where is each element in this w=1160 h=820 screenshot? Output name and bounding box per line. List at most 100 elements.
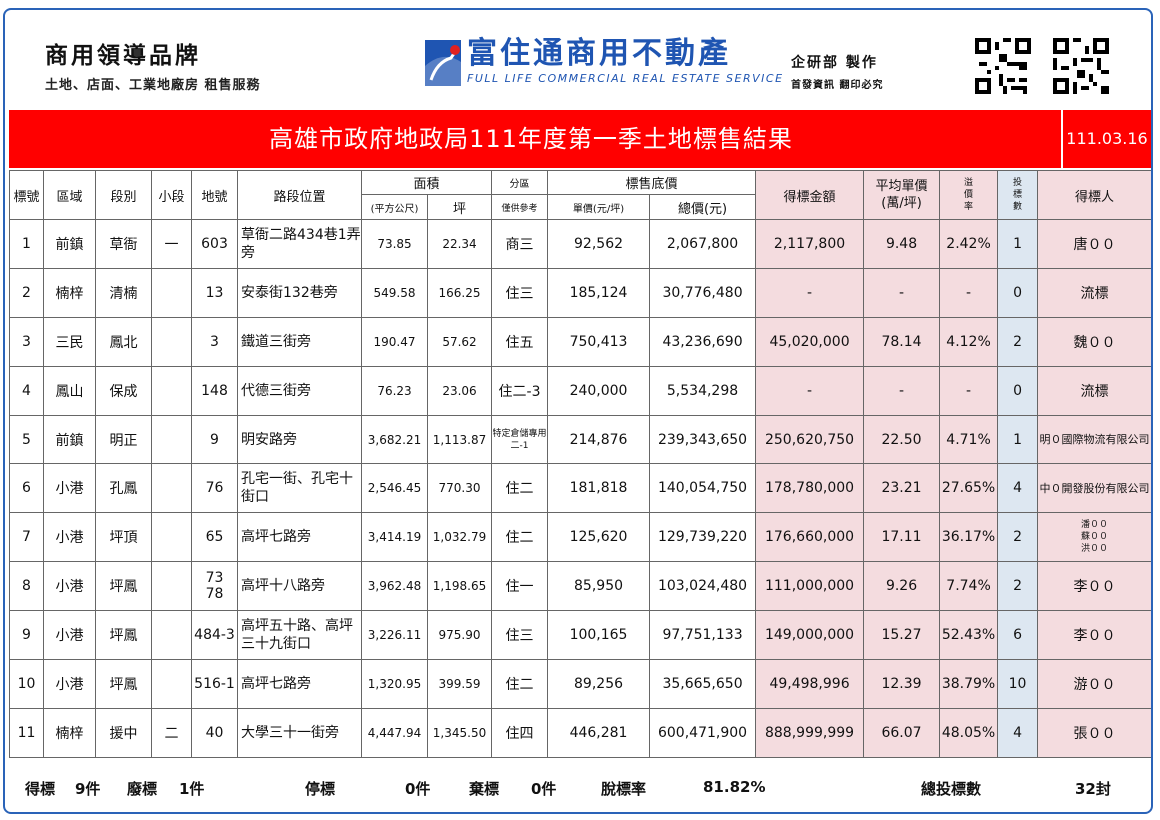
- cell-winner: 中０開發股份有限公司: [1037, 463, 1151, 514]
- cell-total-price: 5,534,298: [649, 365, 757, 416]
- cell-winning-amount: 176,660,000: [755, 512, 865, 563]
- cell-subsection: [151, 414, 192, 465]
- header-row-1: 標號 區域 段別 小段 地號 路段位置 面積 分區 標售底價 得標金額 平均單價…: [9, 170, 1151, 220]
- cell-avg-unit: 12.39: [863, 659, 941, 709]
- cell-district: 小港: [43, 561, 96, 612]
- cell-winner: 游００: [1037, 659, 1151, 709]
- document-frame: 商用領導品牌 土地、店面、工業地廠房 租售服務 富住通商用不動產 FULL LI…: [3, 8, 1153, 814]
- cell-lot: 73 78: [191, 561, 238, 612]
- page-title: 高雄市政府地政局111年度第一季土地標售結果: [269, 125, 793, 153]
- cell-lot: 148: [191, 365, 238, 416]
- cell-lot: 3: [191, 316, 238, 367]
- cell-bids: 1: [997, 414, 1039, 465]
- cell-subsection: [151, 561, 192, 612]
- qr-code-icon: [975, 38, 1031, 94]
- cell-road: 孔宅一街、孔宅十街口: [237, 463, 362, 514]
- department-line-1: 企研部 製作: [791, 55, 878, 71]
- table-row: 5 前鎮 明正 9 明安路旁 3,682.21 1,113.87 特定倉儲專用二-1 214,8…: [9, 414, 1151, 465]
- table-row: 1 前鎮 草衙一 603 草衙二路434巷1弄旁 73.85 22.34 商三 92,562 2,…: [9, 219, 1151, 269]
- cell-bids: 4: [997, 707, 1039, 758]
- cell-winning-amount: 111,000,000: [755, 561, 865, 612]
- col-header-area: 面積: [360, 170, 493, 195]
- cell-winner: 流標: [1037, 365, 1151, 416]
- cell-district: 前鎮: [43, 414, 96, 465]
- cell-avg-unit: 17.11: [863, 512, 941, 563]
- cell-area-m2: 549.58: [361, 267, 428, 318]
- company-name-en: FULL LIFE COMMERCIAL REAL ESTATE SERVICE: [467, 72, 784, 85]
- col-header-total-price: 總價(元): [649, 194, 757, 220]
- table-row: 10 小港 坪鳳 516-1 高坪七路旁 1,320.95 399.59 住二 89,256 35…: [9, 659, 1151, 709]
- table-row: 11 楠梓 援中二 40 大學三十一街旁 4,447.94 1,345.50 住四 446,28…: [9, 707, 1151, 758]
- cell-winning-amount: 2,117,800: [755, 219, 865, 269]
- cell-unit-price: 85,950: [547, 561, 651, 612]
- cell-total-price: 140,054,750: [649, 463, 757, 514]
- cell-section: 草衙: [95, 219, 152, 269]
- cell-winner: 張００: [1037, 707, 1151, 758]
- cell-district: 小港: [43, 512, 96, 563]
- col-header-area-ping: 坪: [426, 194, 493, 220]
- company-logo-icon: [425, 40, 461, 86]
- cell-premium: 2.42%: [939, 219, 999, 269]
- brand-title: 商用領導品牌: [45, 43, 201, 69]
- cell-road: 安泰街132巷旁: [237, 267, 362, 318]
- cell-lot: 40: [191, 707, 238, 758]
- cell-road: 鐵道三街旁: [237, 316, 362, 367]
- cell-total-price: 97,751,133: [649, 610, 757, 661]
- cell-zone: 住二: [491, 659, 549, 709]
- cell-district: 小港: [43, 463, 96, 514]
- cell-section: 孔鳳: [95, 463, 152, 514]
- bids-label-2: 標: [1013, 190, 1023, 200]
- cell-winner: 魏００: [1037, 316, 1151, 367]
- col-header-bids: 投 標 數: [997, 170, 1039, 220]
- cell-bids: 2: [997, 316, 1039, 367]
- cell-lot: 603: [191, 219, 238, 269]
- cell-winner: 李００: [1037, 610, 1151, 661]
- department-line-2: 首發資訊 翻印必究: [791, 80, 884, 91]
- cell-no: 9: [9, 610, 44, 661]
- cell-winner: 潘００ 蘇００ 洪００: [1037, 512, 1151, 563]
- cell-premium: 4.12%: [939, 316, 999, 367]
- col-header-base-price: 標售底價: [547, 170, 757, 195]
- cell-winner: 流標: [1037, 267, 1151, 318]
- cell-road: 大學三十一街旁: [237, 707, 362, 758]
- cell-subsection: 二: [151, 707, 192, 758]
- premium-label-1: 溢: [964, 178, 974, 188]
- cell-area-ping: 1,198.65: [426, 561, 493, 612]
- cell-bids: 1: [997, 219, 1039, 269]
- cell-area-ping: 166.25: [426, 267, 493, 318]
- cell-no: 3: [9, 316, 44, 367]
- cell-area-ping: 23.06: [426, 365, 493, 416]
- cell-road: 明安路旁: [237, 414, 362, 465]
- cell-lot: 484-3: [191, 610, 238, 661]
- rate-value: 81.82%: [703, 778, 766, 796]
- qr-code-icon: [1053, 38, 1109, 94]
- cell-premium: 52.43%: [939, 610, 999, 661]
- cell-area-m2: 3,962.48: [361, 561, 428, 612]
- cell-premium: -: [939, 365, 999, 416]
- col-header-lot: 地號: [191, 170, 238, 220]
- cell-total-price: 239,343,650: [649, 414, 757, 465]
- cell-district: 三民: [43, 316, 96, 367]
- cell-area-ping: 57.62: [426, 316, 493, 367]
- total-bids-label: 總投標數: [921, 780, 982, 798]
- cell-total-price: 103,024,480: [649, 561, 757, 612]
- cell-unit-price: 181,818: [547, 463, 651, 514]
- table-row: 6 小港 孔鳳 76 孔宅一街、孔宅十街口 2,546.45 770.30 住二 181,818…: [9, 463, 1151, 514]
- bids-label-1: 投: [1013, 178, 1023, 188]
- cell-bids: 2: [997, 512, 1039, 563]
- cell-no: 4: [9, 365, 44, 416]
- premium-label-2: 價: [964, 190, 974, 200]
- void-value: 1件: [179, 780, 205, 798]
- cell-subsection: [151, 316, 192, 367]
- cell-district: 楠梓: [43, 267, 96, 318]
- cell-subsection: 一: [151, 219, 192, 269]
- cell-unit-price: 185,124: [547, 267, 651, 318]
- cell-area-m2: 4,447.94: [361, 707, 428, 758]
- cell-unit-price: 240,000: [547, 365, 651, 416]
- col-header-unit-price: 單價(元/坪): [547, 194, 651, 220]
- cell-road: 草衙二路434巷1弄旁: [237, 219, 362, 269]
- cell-section: 保成: [95, 365, 152, 416]
- table-row: 7 小港 坪頂 65 高坪七路旁 3,414.19 1,032.79 住二 125,620 129…: [9, 512, 1151, 563]
- abandon-label: 棄標: [469, 780, 500, 798]
- col-header-premium: 溢 價 率: [939, 170, 999, 220]
